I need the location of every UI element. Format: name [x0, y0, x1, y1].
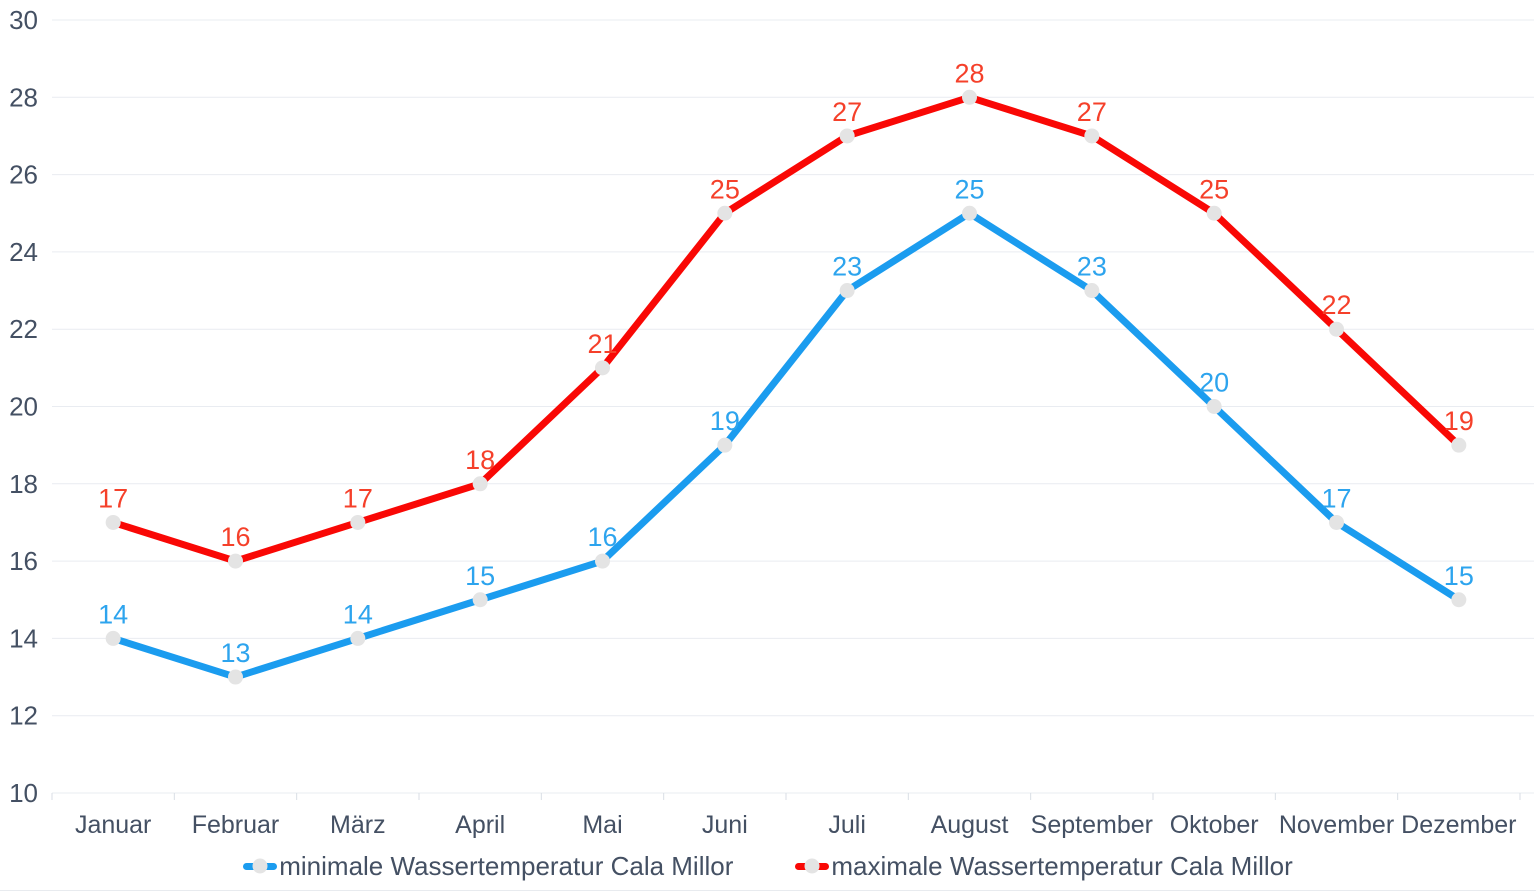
data-label-1: 22 [1321, 290, 1351, 320]
data-label-0: 15 [465, 561, 495, 591]
x-axis-label: April [455, 811, 505, 839]
data-label-0: 13 [220, 638, 250, 668]
x-axis-label: Oktober [1170, 811, 1259, 839]
legend-label-max-temperature: maximale Wassertemperatur Cala Millor [831, 850, 1293, 881]
series-line-1 [109, 93, 1463, 565]
data-point-marker-1 [472, 476, 488, 492]
data-label-1: 27 [832, 97, 862, 127]
x-axis-label: September [1031, 811, 1153, 839]
legend-marker-max-icon [795, 858, 830, 874]
legend-point-icon [804, 858, 820, 874]
legend-item-max-temperature: maximale Wassertemperatur Cala Millor [795, 850, 1293, 882]
y-axis-tick-label: 14 [9, 623, 38, 653]
data-label-0: 20 [1199, 368, 1229, 398]
y-axis-tick-label: 30 [9, 5, 38, 35]
data-label-0: 23 [832, 252, 862, 282]
y-axis-tick-label: 18 [9, 469, 38, 499]
x-axis-label: August [931, 811, 1009, 839]
data-label-1: 21 [587, 329, 617, 359]
y-axis-tick-label: 12 [9, 701, 38, 731]
data-point-marker-0 [1206, 399, 1222, 414]
data-point-marker-0 [839, 283, 855, 299]
data-label-0: 23 [1077, 252, 1107, 282]
data-point-marker-1 [228, 553, 243, 569]
data-point-marker-0 [105, 630, 121, 646]
data-point-marker-0 [1084, 283, 1100, 299]
data-point-marker-1 [717, 205, 733, 221]
data-point-marker-1 [105, 514, 121, 530]
data-point-marker-1 [1329, 321, 1344, 337]
data-label-0: 14 [98, 599, 128, 629]
x-axis-label: Januar [75, 811, 151, 839]
data-point-marker-0 [472, 592, 488, 608]
chart-legend: minimale Wassertemperatur Cala Millor ma… [0, 848, 1536, 884]
y-axis-tick-label: 22 [9, 314, 38, 344]
y-axis-tick-label: 28 [9, 82, 38, 112]
data-label-1: 25 [710, 174, 740, 204]
data-label-1: 28 [954, 58, 984, 88]
data-label-0: 19 [710, 406, 740, 436]
data-label-0: 25 [954, 174, 984, 204]
data-label-0: 16 [587, 522, 617, 552]
data-point-marker-0 [1451, 592, 1467, 608]
legend-label-min-temperature: minimale Wassertemperatur Cala Millor [279, 850, 734, 881]
data-point-marker-0 [962, 205, 977, 221]
y-axis-tick-label: 20 [9, 392, 38, 422]
data-point-marker-0 [595, 553, 610, 569]
data-label-0: 14 [343, 599, 373, 629]
data-point-marker-0 [1329, 514, 1344, 530]
series-line-0 [109, 209, 1463, 681]
data-label-1: 17 [343, 483, 373, 513]
data-point-marker-1 [350, 514, 366, 530]
data-label-1: 25 [1199, 174, 1229, 204]
x-axis-label: November [1279, 811, 1394, 839]
data-point-marker-1 [962, 89, 977, 105]
data-label-1: 16 [220, 522, 250, 552]
data-point-marker-0 [228, 669, 243, 685]
y-axis-tick-label: 16 [9, 546, 38, 576]
x-axis-label: Mai [582, 811, 622, 839]
y-axis-tick-label: 10 [9, 778, 38, 808]
data-point-marker-1 [595, 360, 610, 376]
data-label-1: 19 [1444, 406, 1474, 436]
legend-marker-min-icon [243, 858, 278, 874]
data-point-marker-1 [839, 128, 855, 144]
y-axis-tick-label: 24 [9, 237, 38, 267]
data-label-0: 17 [1321, 483, 1351, 513]
data-point-marker-1 [1084, 128, 1100, 144]
x-axis-label: Juni [702, 811, 748, 839]
x-axis-label: Februar [192, 811, 280, 839]
data-point-marker-1 [1451, 437, 1467, 453]
legend-point-icon [252, 858, 268, 874]
data-point-marker-0 [350, 630, 366, 646]
legend-item-min-temperature: minimale Wassertemperatur Cala Millor [243, 851, 733, 882]
data-point-marker-1 [1206, 205, 1222, 221]
data-label-1: 27 [1077, 97, 1107, 127]
x-axis-label: Dezember [1401, 811, 1516, 839]
x-axis-label: März [330, 811, 386, 839]
x-axis-label: Juli [828, 811, 866, 839]
data-label-0: 15 [1444, 561, 1474, 591]
data-point-marker-0 [717, 437, 733, 453]
y-axis-tick-label: 26 [9, 160, 38, 190]
data-label-1: 17 [98, 483, 128, 513]
data-label-1: 18 [465, 445, 495, 475]
